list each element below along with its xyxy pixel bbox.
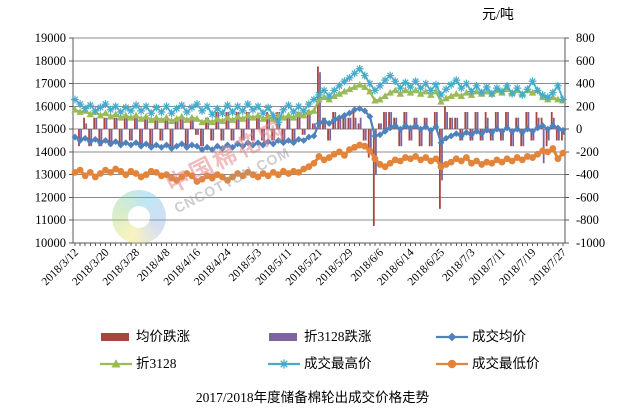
svg-text:15000: 15000 bbox=[35, 122, 66, 136]
legend-label: 折3128跌涨 bbox=[304, 329, 372, 344]
series-avg-price-line bbox=[71, 105, 567, 154]
svg-text:17000: 17000 bbox=[35, 77, 66, 91]
axes bbox=[69, 37, 569, 246]
svg-text:-600: -600 bbox=[576, 190, 599, 204]
svg-text:13000: 13000 bbox=[35, 168, 66, 182]
svg-text:800: 800 bbox=[576, 31, 595, 45]
legend-item: 成交最低价 bbox=[436, 354, 606, 374]
svg-text:400: 400 bbox=[576, 77, 595, 91]
svg-text:-1000: -1000 bbox=[576, 236, 605, 250]
legend-item: 折3128 bbox=[100, 354, 268, 374]
svg-text:200: 200 bbox=[576, 99, 595, 113]
chart-title: 2017/2018年度储备棉轮出成交价格走势 bbox=[195, 390, 430, 405]
legend-item: 成交最高价 bbox=[268, 354, 436, 374]
legend-marker-icon bbox=[268, 359, 300, 369]
legend-item: 折3128跌涨 bbox=[268, 327, 436, 347]
svg-text:19000: 19000 bbox=[35, 31, 66, 45]
legend-marker-icon bbox=[101, 333, 129, 341]
legend-marker-icon bbox=[100, 359, 132, 368]
svg-text:-200: -200 bbox=[576, 145, 599, 159]
svg-text:14000: 14000 bbox=[35, 145, 66, 159]
chart-legend: 均价跌涨 折3128跌涨 成交均价折3128 成交最高价 成交最低价 bbox=[100, 327, 606, 374]
svg-text:10000: 10000 bbox=[35, 236, 66, 250]
legend-marker-icon bbox=[436, 332, 468, 342]
series-highest-price-line bbox=[71, 64, 567, 127]
legend-label: 成交最低价 bbox=[472, 356, 540, 371]
svg-text:18000: 18000 bbox=[35, 54, 66, 68]
svg-text:0: 0 bbox=[576, 122, 582, 136]
series-lowest-price-line bbox=[71, 141, 567, 185]
svg-text:-400: -400 bbox=[576, 168, 599, 182]
legend-item: 均价跌涨 bbox=[100, 327, 268, 347]
legend-marker-icon bbox=[436, 359, 468, 369]
right-axis-unit-label: 元/吨 bbox=[482, 8, 514, 23]
svg-text:16000: 16000 bbox=[35, 99, 66, 113]
svg-text:12000: 12000 bbox=[35, 190, 66, 204]
svg-text:11000: 11000 bbox=[35, 213, 66, 227]
legend-item: 成交均价 bbox=[436, 327, 606, 347]
legend-label: 成交最高价 bbox=[304, 356, 372, 371]
legend-label: 均价跌涨 bbox=[136, 329, 190, 344]
legend-label: 折3128 bbox=[136, 356, 177, 371]
legend-label: 成交均价 bbox=[472, 329, 526, 344]
svg-text:600: 600 bbox=[576, 54, 595, 68]
svg-text:-800: -800 bbox=[576, 213, 599, 227]
legend-marker-icon bbox=[269, 333, 297, 341]
price-trend-chart: 10000 11000 12000 13000 14000 15000 16000 17000… bbox=[35, 31, 605, 288]
